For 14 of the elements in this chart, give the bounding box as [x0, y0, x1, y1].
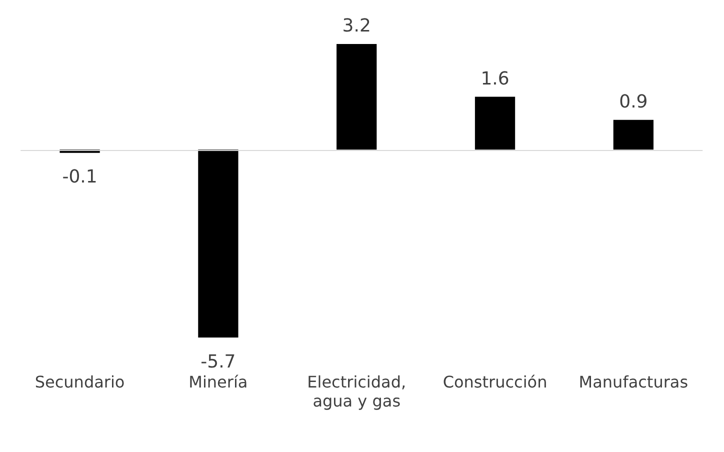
bar — [336, 44, 377, 150]
data-label: -0.1 — [62, 166, 98, 188]
bar — [474, 96, 516, 150]
x-tick-label: Manufacturas — [578, 372, 688, 392]
x-tick-label: Minería — [188, 372, 248, 392]
x-tick-label: Construcción — [442, 372, 548, 392]
data-label: 0.9 — [619, 92, 648, 113]
data-label: -5.7 — [200, 351, 236, 372]
data-label: 1.6 — [480, 68, 510, 90]
bar — [613, 120, 654, 150]
x-tick-label: Secundario — [34, 372, 125, 392]
data-label: 3.2 — [342, 16, 371, 37]
x-tick-label: Electricidad, agua y gas — [307, 372, 406, 411]
bar — [198, 150, 238, 338]
